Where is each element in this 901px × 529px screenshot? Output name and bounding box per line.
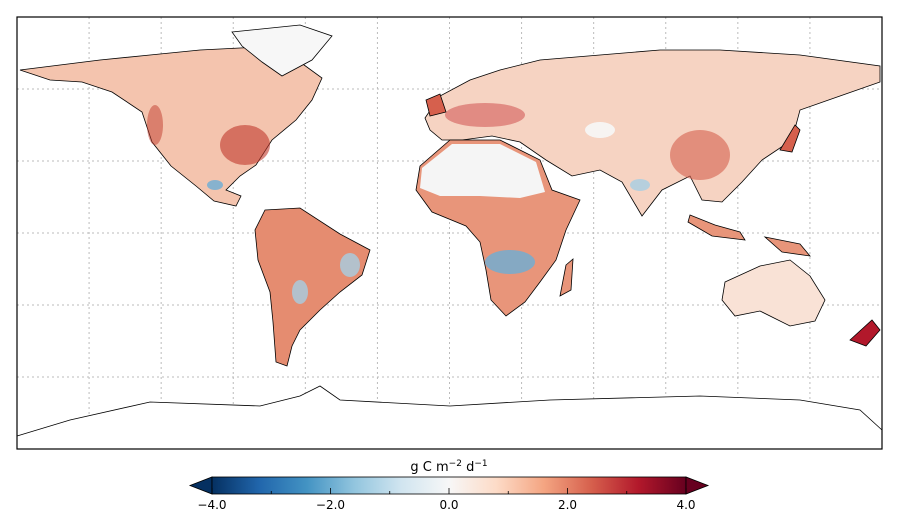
land-masses — [16, 24, 883, 450]
eurasia — [424, 49, 881, 217]
madagascar — [559, 258, 574, 297]
flux-hotspots — [147, 103, 730, 304]
colorbar-extend-min — [188, 476, 213, 495]
uk — [425, 93, 447, 117]
greenland — [231, 24, 333, 77]
new-guinea — [763, 236, 811, 257]
japan — [779, 124, 801, 153]
sahara — [420, 144, 545, 198]
new-zealand — [849, 319, 881, 347]
map-frame — [16, 16, 883, 450]
colorbar-tick-label: 2.0 — [558, 498, 577, 512]
map-panel — [16, 16, 883, 450]
colorbar-ticks: −4.0 −2.0 0.0 2.0 4.0 — [197, 488, 696, 512]
colorbar-tick-label: −4.0 — [197, 498, 226, 512]
colorbar-tick-label: 4.0 — [676, 498, 695, 512]
australia — [721, 259, 826, 327]
colorbar-label: g C m−2 d−1 — [410, 459, 487, 475]
colorbar-extend-max — [685, 476, 710, 495]
colorbar-tick-label: −2.0 — [316, 498, 345, 512]
colorbar: g C m−2 d−1 −4.0 −2.0 0.0 2.0 4.0 — [188, 459, 710, 512]
south-america — [254, 207, 371, 367]
colorbar-tick-label: 0.0 — [439, 498, 458, 512]
indonesia — [687, 214, 746, 241]
north-america — [19, 46, 323, 207]
